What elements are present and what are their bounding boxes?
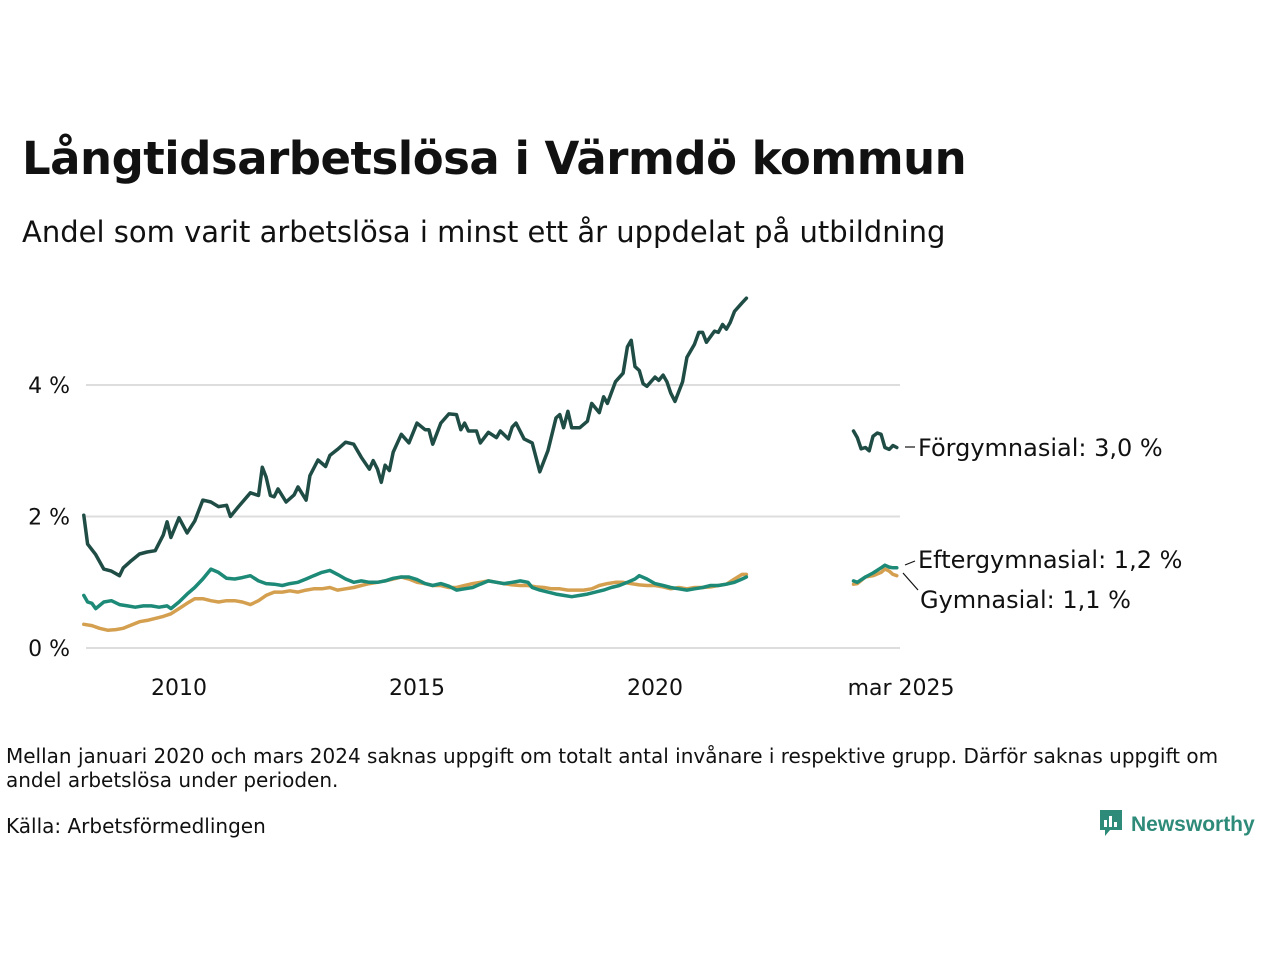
series-lines (82, 296, 899, 632)
leader-line-gymnasial (902, 572, 919, 591)
newsworthy-logo[interactable]: Newsworthy (1098, 808, 1255, 842)
end-label-gymnasial: Gymnasial: 1,1 % (920, 586, 1131, 614)
chart-title: Långtidsarbetslösa i Värmdö kommun (22, 132, 967, 185)
series-line-förgymnasial (82, 296, 749, 578)
series-line-eftergymnasial (82, 567, 749, 611)
leader-line-eftergymnasial (904, 560, 916, 566)
y-tick-label: 2 % (28, 506, 70, 531)
x-tick-label: mar 2025 (848, 676, 955, 701)
series-line-förgymnasial-recent (851, 429, 899, 453)
y-axis-ticks: 0 % 2 % 4 % (28, 374, 70, 662)
y-tick-label: 4 % (28, 374, 70, 399)
source-text: Källa: Arbetsförmedlingen (6, 814, 266, 838)
x-axis-ticks: 2010 2015 2020 mar 2025 (151, 676, 955, 701)
y-tick-label: 0 % (28, 637, 70, 662)
x-tick-label: 2020 (627, 676, 683, 701)
brand-name: Newsworthy (1131, 813, 1255, 836)
series-line-gymnasial (82, 572, 749, 632)
chart-subtitle: Andel som varit arbetslösa i minst ett å… (22, 215, 946, 249)
series-end-labels: Förgymnasial: 3,0 % Eftergymnasial: 1,2 %… (902, 434, 1182, 614)
x-tick-label: 2010 (151, 676, 207, 701)
end-label-eftergymnasial: Eftergymnasial: 1,2 % (918, 546, 1182, 574)
line-chart: 0 % 2 % 4 % 2010 2015 2020 mar 2025 Förgymnas… (28, 296, 1182, 701)
end-label-förgymnasial: Förgymnasial: 3,0 % (918, 434, 1163, 462)
x-tick-label: 2015 (389, 676, 445, 701)
series-line-eftergymnasial-recent (851, 563, 899, 585)
footnote: Mellan januari 2020 och mars 2024 saknas… (6, 744, 1219, 792)
grid-lines (86, 384, 900, 649)
newsworthy-chart-icon (1098, 808, 1124, 842)
